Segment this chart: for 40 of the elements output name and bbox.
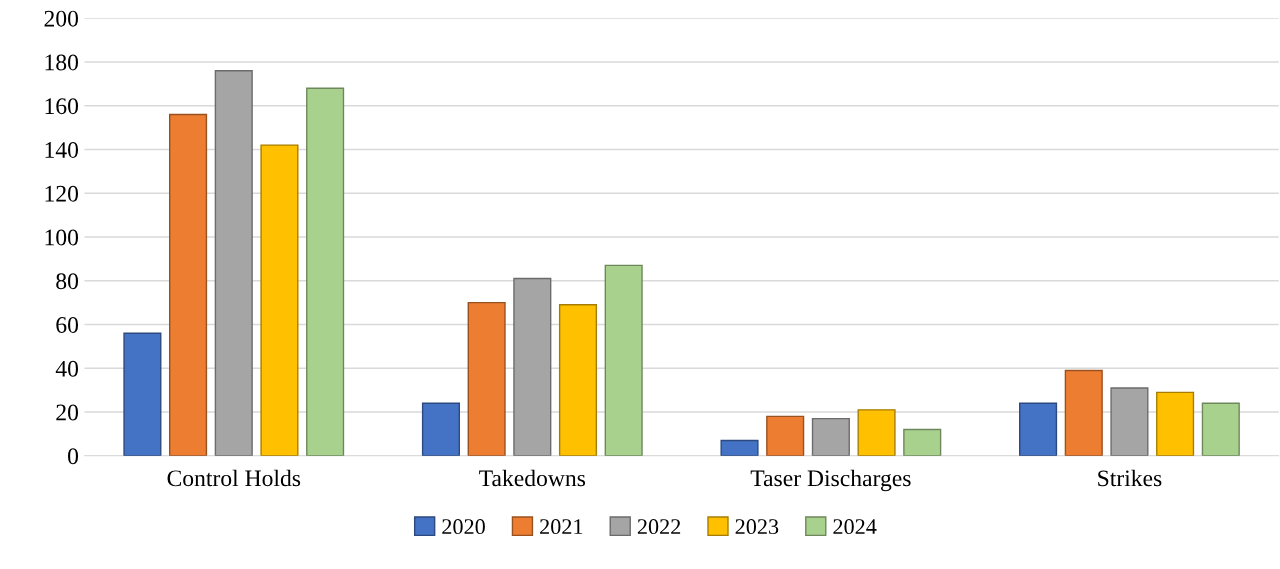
y-tick-label: 80	[56, 273, 79, 290]
bar	[1156, 391, 1195, 456]
bar	[306, 87, 345, 456]
bar	[1019, 402, 1058, 456]
y-tick-label: 100	[45, 229, 79, 246]
bar	[811, 417, 850, 456]
legend-label: 2022	[637, 519, 681, 535]
bar	[1110, 387, 1149, 456]
y-tick-label: 180	[45, 54, 79, 71]
bar	[467, 301, 506, 456]
legend-label: 2020	[442, 519, 485, 535]
bar	[604, 264, 643, 456]
y-tick-label: 0	[68, 448, 79, 465]
bar	[720, 439, 759, 456]
y-tick-label: 40	[55, 360, 79, 377]
bar	[766, 415, 805, 456]
bar	[1201, 402, 1240, 456]
y-tick-label: 120	[45, 185, 79, 202]
x-tick-label: Control Holds	[167, 469, 301, 487]
bar	[123, 332, 162, 456]
legend-label: 2023	[735, 519, 779, 535]
x-tick-label: Strikes	[1098, 469, 1162, 487]
bar	[513, 277, 552, 456]
legend-label: 2021	[540, 519, 583, 535]
y-tick-label: 200	[44, 10, 79, 27]
y-tick-label: 60	[56, 316, 79, 333]
legend-label: 2024	[833, 519, 877, 535]
x-tick-label: Taser Discharges	[750, 469, 911, 492]
y-tick-label: 140	[45, 141, 79, 158]
bar	[260, 144, 299, 456]
bar	[903, 428, 942, 456]
y-tick-label: 20	[56, 404, 79, 421]
y-tick-label: 160	[45, 98, 79, 115]
bar	[1064, 369, 1103, 456]
bar	[421, 402, 461, 456]
bar	[558, 304, 598, 456]
bar	[214, 70, 253, 456]
bar	[857, 409, 896, 456]
x-tick-label: Takedowns	[479, 469, 586, 487]
bar	[169, 113, 208, 456]
